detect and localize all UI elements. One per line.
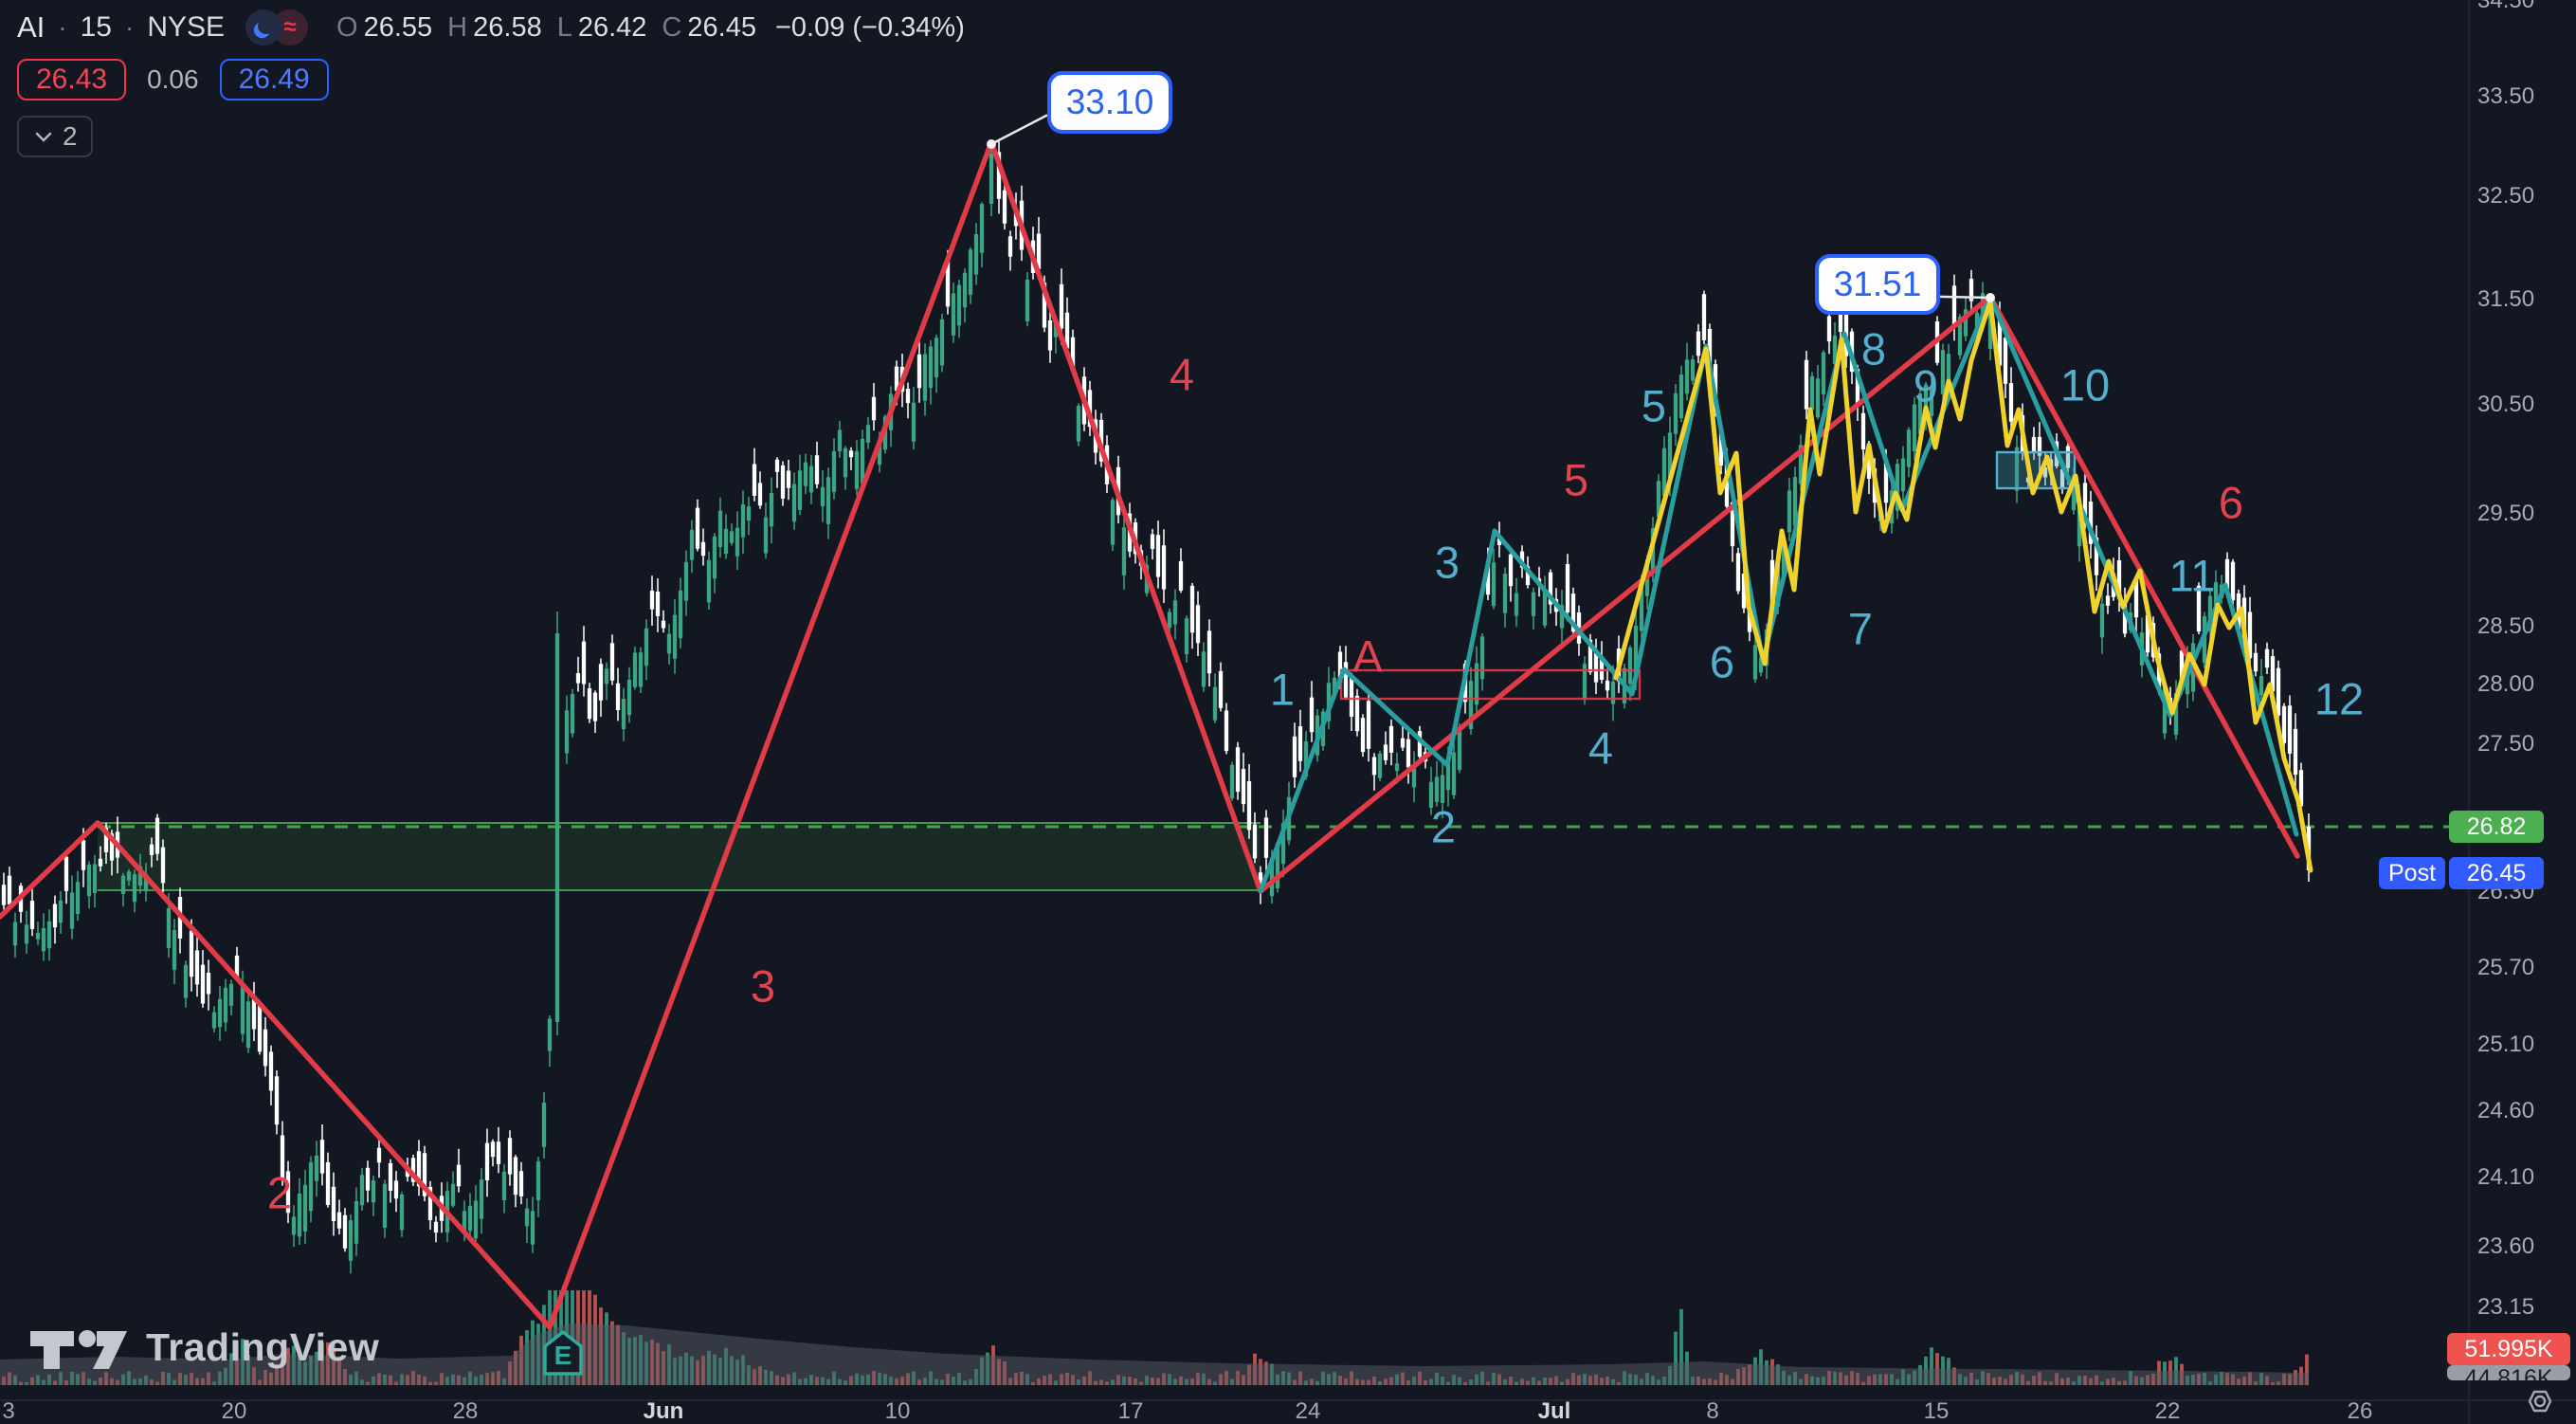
wave-count-label[interactable]: 4 xyxy=(1169,349,1195,400)
market-status-icon[interactable]: ≈ xyxy=(245,9,309,46)
time-axis-separator xyxy=(0,1399,2576,1401)
time-tick: 28 xyxy=(452,1398,479,1424)
earnings-marker[interactable]: E xyxy=(538,1326,588,1379)
price-tick: 27.50 xyxy=(2477,731,2535,757)
tradingview-mark-icon xyxy=(30,1330,127,1369)
time-tick: 24 xyxy=(1295,1398,1321,1424)
price-tick: 25.10 xyxy=(2477,1031,2535,1057)
price-callout-label[interactable]: 33.10 xyxy=(1047,71,1172,134)
sell-bid-button[interactable]: 26.43 xyxy=(17,59,127,100)
chevron-down-icon xyxy=(35,132,52,142)
price-tick: 29.50 xyxy=(2477,501,2535,526)
low-key: L xyxy=(556,11,572,43)
wave-count-label[interactable]: 3 xyxy=(1434,537,1460,588)
volume-ma-badge: 44.816K xyxy=(2447,1365,2570,1380)
object-tree-dropdown[interactable]: 2 xyxy=(17,116,93,157)
wave-count-label[interactable]: 7 xyxy=(1847,603,1874,654)
spread-value: 0.06 xyxy=(147,64,199,94)
low-value: 26.42 xyxy=(577,11,647,43)
wave-count-label[interactable]: 6 xyxy=(1709,636,1735,687)
exchange-name[interactable]: NYSE xyxy=(147,11,226,43)
high-key: H xyxy=(447,11,468,43)
drawings-count: 2 xyxy=(63,121,78,151)
close-value: 26.45 xyxy=(687,11,756,43)
wave-count-label[interactable]: 1 xyxy=(1269,664,1296,715)
price-tick: 24.10 xyxy=(2477,1164,2535,1190)
time-tick: 8 xyxy=(1706,1398,1719,1424)
last-price-badge: 26.45 xyxy=(2449,857,2544,889)
market-closed-moon-icon xyxy=(245,9,282,46)
ohlc-readout: O 26.55 H 26.58 L 26.42 C 26.45 −0.09 (−… xyxy=(336,12,965,44)
time-tick: 15 xyxy=(1923,1398,1950,1424)
wave-count-label[interactable]: 12 xyxy=(2313,673,2365,724)
price-tick: 25.70 xyxy=(2477,955,2535,980)
price-tick: 34.50 xyxy=(2477,0,2535,13)
wave-count-label[interactable]: 9 xyxy=(1913,360,1939,411)
high-value: 26.58 xyxy=(473,11,542,43)
price-tick: 32.50 xyxy=(2477,183,2535,209)
time-tick: Jul xyxy=(1537,1398,1571,1424)
separator-dot: · xyxy=(125,12,135,42)
buy-ask-button[interactable]: 26.49 xyxy=(219,59,329,100)
time-tick: Jun xyxy=(643,1398,684,1424)
earnings-house-icon xyxy=(543,1330,583,1376)
wave-count-label[interactable]: 10 xyxy=(2059,359,2111,411)
price-tick: 33.50 xyxy=(2477,83,2535,109)
separator-dot: · xyxy=(58,12,67,42)
tradingview-logo[interactable]: TradingView xyxy=(28,1320,379,1375)
earnings-letter: E xyxy=(554,1341,572,1370)
price-tick: 23.60 xyxy=(2477,1233,2535,1259)
wave-count-label[interactable]: A xyxy=(1352,630,1383,682)
time-tick: 3 xyxy=(2,1398,15,1424)
time-tick: 26 xyxy=(2347,1398,2373,1424)
wave-count-label[interactable]: 11 xyxy=(2168,550,2216,601)
volume-value-badge: 51.995K xyxy=(2447,1333,2570,1365)
price-tick: 28.00 xyxy=(2477,671,2535,697)
interval-value[interactable]: 15 xyxy=(80,11,112,43)
price-axis-separator xyxy=(2468,0,2470,1424)
wave-count-label[interactable]: 3 xyxy=(750,960,776,1012)
axis-settings-button[interactable] xyxy=(2513,1382,2563,1424)
wave-count-label[interactable]: 8 xyxy=(1860,323,1887,374)
close-key: C xyxy=(662,11,682,43)
gear-icon xyxy=(2528,1390,2552,1413)
change-value: −0.09 (−0.34%) xyxy=(774,11,965,43)
level-price-badge: 26.82 xyxy=(2449,811,2544,843)
price-tick: 24.60 xyxy=(2477,1098,2535,1123)
price-tick: 23.15 xyxy=(2477,1294,2535,1320)
price-tick: 30.50 xyxy=(2477,392,2535,417)
symbol-name[interactable]: AI xyxy=(17,10,45,44)
symbol-header: AI · 15 · NYSE ≈ O 26.55 H 26.58 L 26.42… xyxy=(17,9,965,46)
time-tick: 20 xyxy=(221,1398,247,1424)
wave-count-label[interactable]: 5 xyxy=(1563,454,1589,505)
wave-count-label[interactable]: 4 xyxy=(1587,722,1614,774)
time-tick: 17 xyxy=(1117,1398,1144,1424)
wave-count-label[interactable]: 2 xyxy=(266,1167,293,1218)
quote-row: 26.43 0.06 26.49 xyxy=(17,59,329,100)
time-tick: 22 xyxy=(2154,1398,2181,1424)
price-tick: 31.50 xyxy=(2477,286,2535,312)
wave-count-label[interactable]: 5 xyxy=(1641,380,1667,431)
price-callout-label[interactable]: 31.51 xyxy=(1815,254,1940,315)
open-key: O xyxy=(336,11,358,43)
price-tick: 28.50 xyxy=(2477,613,2535,639)
post-session-badge: Post xyxy=(2379,857,2445,889)
wave-count-label[interactable]: 6 xyxy=(2218,477,2244,528)
tradingview-logo-text: TradingView xyxy=(146,1324,380,1369)
open-value: 26.55 xyxy=(363,11,433,43)
wave-count-label[interactable]: 2 xyxy=(1430,801,1457,852)
time-tick: 10 xyxy=(884,1398,911,1424)
